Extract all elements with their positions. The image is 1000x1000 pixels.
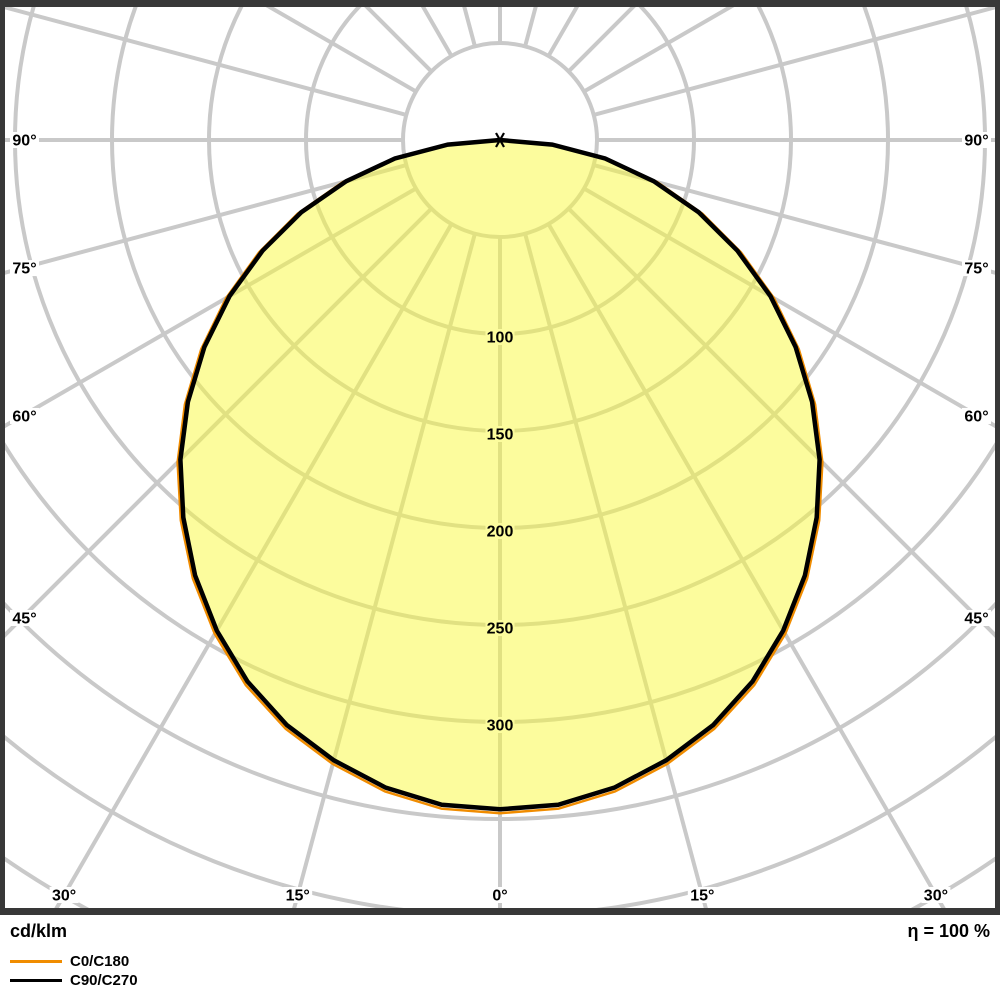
- angle-label-right-30: 30°: [924, 888, 948, 905]
- legend-label-c90-c270: C90/C270: [70, 972, 138, 989]
- angle-label-left-45: 45°: [12, 611, 36, 628]
- plot-frame: [0, 0, 1000, 915]
- angle-label-left-60: 60°: [12, 408, 36, 425]
- angle-label-right-45: 45°: [964, 611, 988, 628]
- radial-tick-label: 100: [487, 330, 514, 347]
- angle-label-left-75: 75°: [12, 261, 36, 278]
- efficiency-label: η = 100 %: [907, 921, 990, 941]
- radial-tick-label: 300: [487, 718, 514, 735]
- radial-tick-label: 150: [487, 427, 514, 444]
- angle-label-left-15: 15°: [286, 888, 310, 905]
- axis-labels: 100 150 200 250 300 0° 15° 15° 30° 30° 45° 45° 60° 60…: [10, 132, 991, 905]
- origin-marker-icon: [495, 132, 505, 148]
- angle-label-right-15: 15°: [690, 888, 714, 905]
- angle-label-left-30: 30°: [52, 888, 76, 905]
- angle-label-left-90: 90°: [12, 133, 36, 150]
- radial-tick-label: 250: [487, 621, 514, 638]
- radial-tick-label: 200: [487, 524, 514, 541]
- legend-swatch-c90-c270: [10, 979, 62, 982]
- angle-label-right-60: 60°: [964, 408, 988, 425]
- units-label: cd/klm: [10, 921, 68, 941]
- curve-c90-c270: [178, 137, 822, 812]
- legend-swatch-c0-c180: [10, 960, 62, 963]
- angle-label-right-75: 75°: [964, 261, 988, 278]
- legend-label-c0-c180: C0/C180: [70, 953, 130, 970]
- intensity-fill: [180, 140, 820, 810]
- angle-label-0: 0°: [492, 888, 507, 905]
- angle-label-right-90: 90°: [964, 133, 988, 150]
